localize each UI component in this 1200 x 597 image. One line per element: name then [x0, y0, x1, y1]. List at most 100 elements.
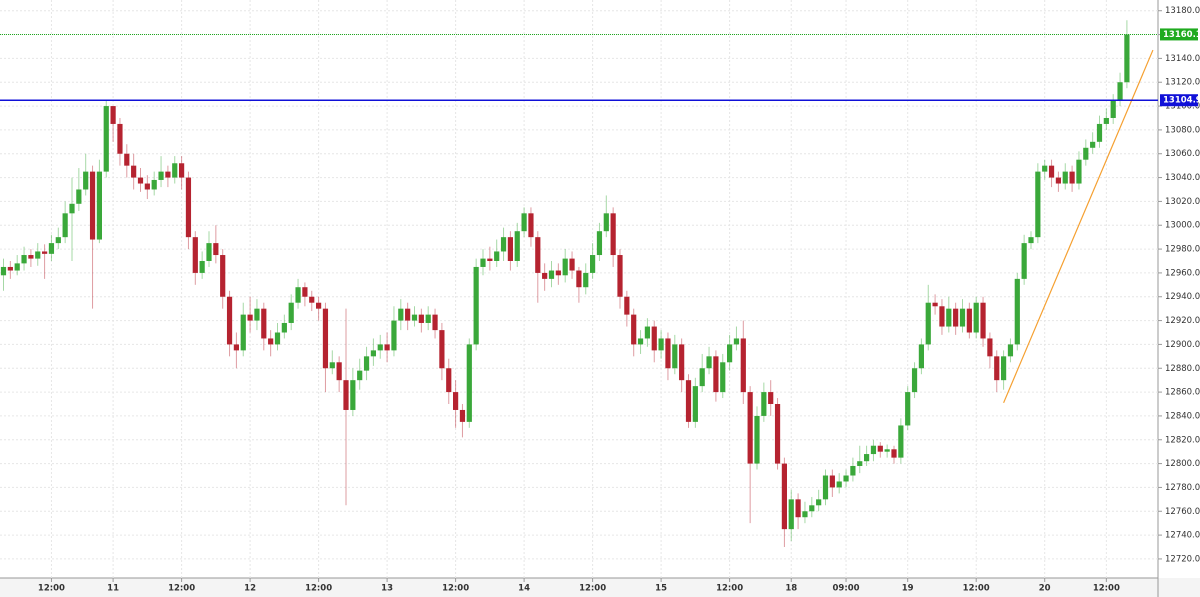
candle-body	[103, 106, 109, 172]
candle-body	[802, 511, 808, 518]
y-tick-label: 12780.0	[1165, 483, 1200, 493]
candle-body	[322, 308, 329, 369]
candle-body	[254, 308, 260, 321]
x-tick-label: 14	[518, 584, 530, 594]
candle-body	[774, 404, 781, 464]
candle-body	[637, 338, 644, 345]
candle-body	[514, 231, 520, 261]
y-tick-label: 12720.0	[1165, 554, 1200, 564]
candle-body	[28, 255, 34, 259]
x-tick-label: 11	[107, 584, 119, 594]
candle-body	[62, 213, 68, 238]
x-tick-label: 09:00	[833, 584, 860, 594]
candle-body	[1069, 171, 1075, 184]
candle-body	[685, 380, 692, 422]
x-axis-band	[0, 578, 1200, 597]
candle-body	[884, 449, 890, 452]
candle-body	[816, 499, 822, 506]
candle-body	[1083, 147, 1089, 160]
candle-body	[0, 266, 7, 276]
candle-body	[1076, 159, 1082, 184]
y-tick-label: 12860.0	[1165, 388, 1200, 398]
candle-body	[350, 380, 356, 410]
candle-body	[1062, 171, 1068, 184]
candle-body	[548, 270, 555, 279]
candle-body	[398, 308, 404, 321]
candle-body	[459, 409, 466, 422]
candle-body	[1021, 243, 1027, 279]
candle-body	[466, 344, 472, 422]
candle-body	[268, 338, 274, 345]
x-tick-label: 12:00	[716, 584, 743, 594]
candle-body	[870, 445, 877, 455]
candle-body	[966, 308, 972, 333]
candle-body	[569, 258, 575, 271]
candle-body	[959, 308, 966, 327]
candle-body	[610, 213, 616, 256]
y-tick-label: 13040.0	[1165, 173, 1200, 183]
candle-body	[843, 475, 849, 482]
candle-body	[21, 255, 27, 264]
candle-body	[864, 454, 870, 462]
x-tick-label: 12:00	[1093, 584, 1120, 594]
trendline	[1003, 49, 1154, 404]
candle-body	[911, 368, 918, 393]
x-tick-label: 12	[244, 584, 256, 594]
candle-body	[665, 338, 671, 369]
candle-body	[185, 177, 192, 238]
x-tick-label: 12:00	[963, 584, 990, 594]
candle-body	[302, 287, 308, 297]
candle-body	[733, 338, 740, 345]
candle-body	[576, 270, 582, 288]
y-tick-label: 12760.0	[1165, 507, 1200, 517]
candle-body	[199, 260, 205, 273]
candle-body	[89, 171, 96, 240]
candle-body	[822, 475, 829, 500]
candle-body	[1055, 177, 1061, 184]
candle-body	[494, 251, 500, 261]
x-tick-label: 12:00	[442, 584, 469, 594]
candle-body	[761, 392, 767, 416]
candle-body	[829, 475, 835, 488]
candle-body	[740, 338, 746, 393]
x-tick-label: 12:00	[38, 584, 65, 594]
price-label: 13104.9	[1163, 96, 1200, 106]
candle-body	[809, 505, 815, 512]
y-tick-label: 12800.0	[1165, 459, 1200, 469]
candle-body	[124, 153, 130, 166]
candle-body	[542, 272, 548, 279]
candle-body	[617, 255, 623, 297]
candle-body	[425, 314, 431, 323]
candle-body	[925, 302, 931, 345]
candle-body	[14, 263, 20, 271]
candle-body	[706, 356, 712, 369]
y-tick-label: 13140.0	[1165, 54, 1200, 64]
candle-body	[233, 344, 239, 351]
candle-body	[418, 314, 424, 323]
y-tick-label: 12820.0	[1165, 435, 1200, 445]
candle-body	[603, 213, 609, 232]
candle-body	[391, 320, 397, 351]
candle-body	[781, 463, 787, 530]
candle-body	[137, 177, 144, 184]
candle-body	[384, 344, 390, 351]
candle-body	[918, 344, 924, 369]
candle-body	[206, 243, 212, 261]
candle-body	[555, 270, 561, 276]
candle-body	[1096, 123, 1103, 142]
candle-body	[1124, 34, 1130, 83]
x-tick-label: 19	[902, 584, 914, 594]
candle-body	[898, 425, 904, 458]
candle-body	[446, 368, 452, 393]
candle-body	[226, 296, 233, 345]
candle-body	[357, 370, 363, 381]
y-tick-label: 12740.0	[1165, 531, 1200, 541]
candle-body	[692, 386, 698, 422]
candle-body	[747, 392, 753, 464]
candle-body	[500, 237, 507, 252]
x-tick-label: 20	[1039, 584, 1051, 594]
price-label-box	[1160, 28, 1198, 41]
candle-body	[720, 362, 726, 393]
candle-body	[131, 165, 137, 178]
candle-body	[220, 255, 226, 297]
